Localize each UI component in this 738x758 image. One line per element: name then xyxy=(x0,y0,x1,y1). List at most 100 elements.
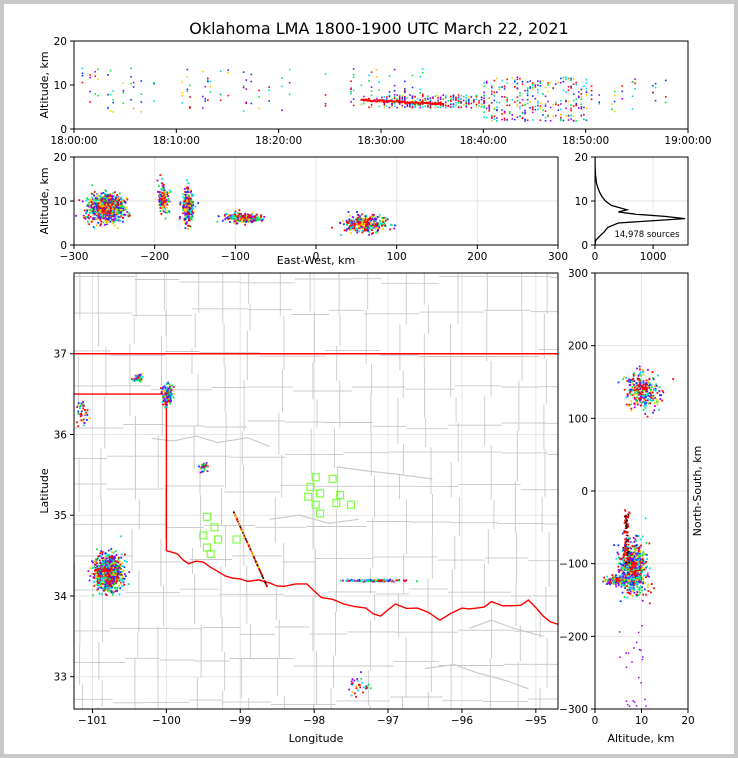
plan-view-point xyxy=(172,389,175,392)
east-west-points xyxy=(75,174,396,236)
time-height-point xyxy=(457,100,460,102)
time-height-point xyxy=(483,102,485,105)
east-west-point xyxy=(353,226,355,229)
east-west-point xyxy=(185,205,188,208)
north-south-point xyxy=(639,373,641,375)
east-west-point xyxy=(104,201,107,203)
time-height-point xyxy=(580,115,583,118)
plan-view-point xyxy=(357,689,359,692)
lma-station-marker xyxy=(206,549,215,559)
east-west-point xyxy=(251,212,254,214)
time-height-point xyxy=(421,71,424,74)
plan-view-point xyxy=(367,580,370,583)
plan-view-point xyxy=(402,579,405,582)
plan-view-point xyxy=(106,555,109,557)
time-height-point xyxy=(452,94,455,97)
plan-view-point xyxy=(80,414,83,417)
east-west-point xyxy=(246,215,249,218)
east-west-point xyxy=(158,198,161,201)
north-south-point xyxy=(657,374,659,377)
time-height-point xyxy=(112,101,114,104)
time-height-point xyxy=(575,83,578,86)
time-height-point xyxy=(414,100,416,102)
plan-view-point xyxy=(246,541,248,543)
east-west-point xyxy=(352,221,355,224)
east-west-point xyxy=(92,210,94,213)
plan-view-point xyxy=(113,580,116,583)
north-south-point xyxy=(642,371,644,373)
east-west-point xyxy=(162,201,165,204)
plan-view-point xyxy=(234,515,237,517)
time-height-point xyxy=(97,78,99,80)
north-south-point xyxy=(626,380,629,382)
north-south-point xyxy=(620,583,623,586)
east-west-point xyxy=(117,215,120,218)
north-south-point xyxy=(650,583,653,585)
plan-view-point xyxy=(111,564,114,567)
plan-view-point xyxy=(166,390,168,393)
plan-view-point xyxy=(105,570,107,572)
plan-view-point xyxy=(239,526,242,529)
east-west-point xyxy=(190,207,193,210)
east-west-point xyxy=(350,226,353,228)
east-west-point xyxy=(165,200,168,203)
plan-view-point xyxy=(360,671,362,673)
east-west-point xyxy=(227,216,229,219)
north-south-point xyxy=(646,572,649,575)
time-height-point xyxy=(475,95,478,98)
north-south-point xyxy=(649,567,651,570)
plan-view-point xyxy=(97,565,100,567)
time-height-point xyxy=(391,101,393,104)
time-height-point xyxy=(531,82,534,84)
time-height-point xyxy=(219,70,222,73)
plan-view-point xyxy=(168,383,171,386)
east-west-point xyxy=(187,204,190,207)
east-west-point xyxy=(374,225,377,228)
time-height-point xyxy=(506,82,508,84)
time-height-point xyxy=(516,87,519,89)
plan-view-point xyxy=(241,530,244,533)
east-west-point xyxy=(190,193,193,195)
plan-view-point xyxy=(260,572,262,574)
plan-view-point xyxy=(170,389,173,392)
plan-view-point xyxy=(358,579,360,582)
east-west-point xyxy=(97,216,100,219)
north-south-point xyxy=(658,386,661,389)
east-west-point xyxy=(368,218,370,220)
time-height-point xyxy=(467,100,470,102)
east-west-point xyxy=(104,223,106,226)
time-height-point xyxy=(501,113,503,115)
time-height-point xyxy=(516,103,519,106)
east-west-point xyxy=(260,215,263,218)
east-west-point xyxy=(235,214,237,217)
time-height-point xyxy=(416,103,419,106)
east-west-point xyxy=(96,193,99,196)
east-west-point xyxy=(378,216,381,218)
east-west-point xyxy=(363,224,365,227)
time-height-point xyxy=(181,91,184,94)
east-west-point xyxy=(93,205,96,208)
north-south-point xyxy=(654,397,657,399)
time-height-point xyxy=(181,94,184,97)
east-west-point xyxy=(255,217,258,219)
plan-view-point xyxy=(172,393,175,395)
plan-view-point xyxy=(136,373,139,376)
north-south-point xyxy=(633,383,635,386)
east-west-point xyxy=(161,193,164,196)
plan-view-point xyxy=(372,579,374,582)
east-west-point xyxy=(126,198,129,201)
plan-view-point xyxy=(367,683,370,686)
plan-view-point xyxy=(80,402,83,405)
plan-view-point xyxy=(98,572,100,575)
plan-view-point xyxy=(244,536,246,539)
plan-view-point xyxy=(140,378,143,381)
time-height-point xyxy=(491,84,493,87)
plan-view-point xyxy=(91,560,93,563)
north-south-point xyxy=(644,412,647,415)
north-south-point xyxy=(650,394,652,397)
east-west-point xyxy=(384,217,387,220)
time-height-point xyxy=(529,86,531,88)
north-south-point xyxy=(639,380,642,383)
plan-view-point xyxy=(117,558,120,561)
north-south-point xyxy=(637,394,640,396)
